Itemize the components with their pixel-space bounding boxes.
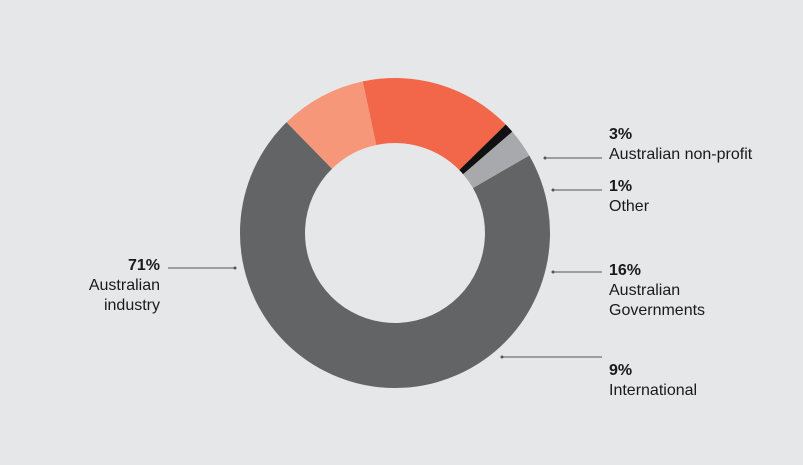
donut-slice <box>239 122 550 388</box>
slice-percent: 3% <box>609 126 633 143</box>
slice-name-line: Other <box>609 198 650 215</box>
slice-name-line: International <box>609 382 698 399</box>
leader-line-dot <box>551 188 555 192</box>
donut-slice <box>459 124 513 175</box>
slice-name-line: Australian non-profit <box>609 146 753 163</box>
leader-line-dot <box>551 270 555 274</box>
slice-percent: 9% <box>609 362 633 379</box>
slice-percent: 71% <box>127 257 160 274</box>
slice-label-international: 9% International <box>609 361 799 401</box>
slice-percent: 16% <box>609 262 642 279</box>
slice-name-line: Australian <box>88 277 160 294</box>
slice-label-australian-non-profit: 3% Australian non-profit <box>609 125 799 165</box>
donut-slices <box>239 78 550 388</box>
donut-slice <box>286 81 377 169</box>
leader-line-dot <box>233 266 237 270</box>
leader-line-dot <box>543 156 547 160</box>
donut-slice <box>362 78 506 171</box>
slice-label-other: 1% Other <box>609 177 799 217</box>
slice-name-line: industry <box>103 297 160 314</box>
slice-name-line: Governments <box>609 302 706 319</box>
leader-line-dot <box>500 355 504 359</box>
slice-label-australian-industry: 71% Australian industry <box>89 256 160 316</box>
donut-slice <box>463 131 530 188</box>
leader-lines <box>168 156 602 359</box>
slice-label-australian-governments: 16% Australian Governments <box>609 261 799 321</box>
slice-percent: 1% <box>609 178 633 195</box>
slice-name-line: Australian <box>609 282 681 299</box>
